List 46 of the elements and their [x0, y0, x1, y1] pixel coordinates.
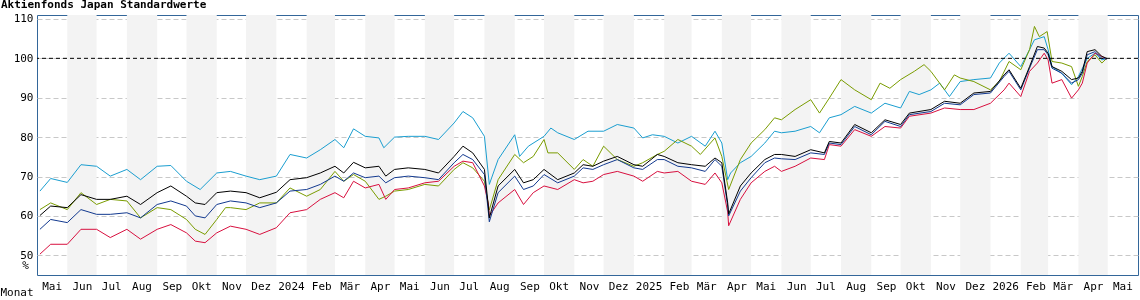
- x-tick-label: Okt: [549, 279, 570, 293]
- x-tick-label: Dez: [608, 279, 629, 293]
- x-tick-label: 2026: [992, 279, 1019, 293]
- x-tick-label: Jul: [815, 279, 836, 293]
- x-tick-label: Mai: [1112, 279, 1133, 293]
- x-tick-label: Dez: [965, 279, 986, 293]
- x-tick-label: Aug: [132, 279, 152, 293]
- x-tick-label: Feb: [311, 279, 332, 293]
- x-tick-label: Nov: [936, 279, 957, 293]
- x-tick-label: 2025: [635, 279, 663, 293]
- y-tick-label: 90: [20, 91, 34, 105]
- x-tick-label: Jun: [786, 279, 807, 293]
- y-tick-label: 70: [20, 170, 34, 184]
- x-tick-label: Apr: [1083, 279, 1104, 293]
- x-tick-label: Jul: [459, 279, 480, 293]
- y-tick-label: 60: [20, 209, 34, 223]
- x-tick-label: 2024: [278, 279, 306, 293]
- x-tick-label: Aug: [846, 279, 867, 293]
- chart-title: Aktienfonds Japan Standardwerte: [1, 0, 207, 11]
- line-series: [39, 36, 1108, 192]
- x-tick-label: Mär: [340, 279, 361, 293]
- x-tick-label: Sep: [162, 279, 183, 293]
- y-tick-label: 100: [13, 51, 34, 65]
- x-tick-label: Mai: [399, 279, 420, 293]
- x-tick-label: Sep: [876, 279, 897, 293]
- x-axis-title: Monat: [0, 285, 34, 299]
- x-tick-label: Aug: [489, 279, 510, 293]
- x-tick-label: Dez: [251, 279, 272, 293]
- y-tick-label: 80: [20, 130, 34, 144]
- x-tick-label: Okt: [905, 279, 926, 293]
- x-tick-label: Apr: [727, 279, 748, 293]
- x-tick-label: Nov: [221, 279, 243, 293]
- x-tick-label: Jun: [72, 279, 93, 293]
- x-tick-label: Mär: [1053, 279, 1074, 293]
- x-tick-label: Jul: [101, 279, 122, 293]
- x-tick-label: Feb: [1025, 279, 1046, 293]
- x-tick-label: Feb: [669, 279, 690, 293]
- x-tick-label: Sep: [519, 279, 540, 293]
- x-tick-label: Okt: [191, 279, 212, 293]
- x-tick-label: Mai: [42, 279, 63, 293]
- x-tick-label: Mai: [756, 279, 777, 293]
- y-tick-label: 110: [13, 12, 34, 26]
- x-tick-label: Apr: [370, 279, 391, 293]
- x-tick-label: Nov: [579, 279, 600, 293]
- x-tick-label: Mär: [696, 279, 717, 293]
- x-tick-label: Jun: [430, 279, 450, 293]
